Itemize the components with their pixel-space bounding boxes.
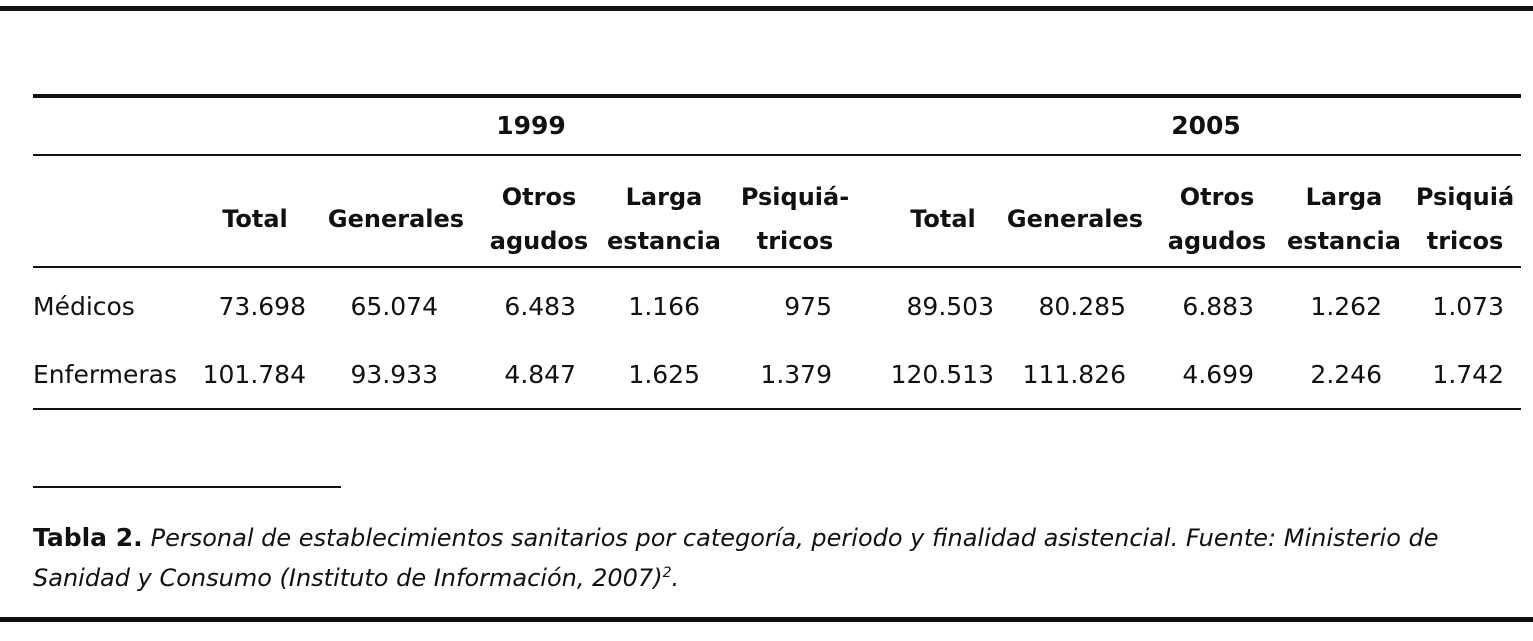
table-cell: 6.483 — [504, 292, 576, 321]
column-header-label: agudos — [489, 227, 589, 255]
column-header-label: Psiquiá — [1415, 183, 1515, 211]
table-cell: 111.826 — [1022, 360, 1126, 389]
row-label: Médicos — [33, 292, 135, 321]
table-cell: 1.742 — [1432, 360, 1504, 389]
table-cell: 1.073 — [1432, 292, 1504, 321]
column-header-label: tricos — [1426, 227, 1504, 255]
column-header-label: Otros — [1179, 183, 1255, 211]
table-cell: 101.784 — [202, 360, 306, 389]
column-header-label: Total — [222, 205, 288, 233]
column-header-larga-estancia-2005: Larga estancia — [1280, 175, 1408, 263]
column-header-label: Total — [910, 205, 976, 233]
top-border-rule — [0, 6, 1533, 11]
table-cell: 1.166 — [628, 292, 700, 321]
year-header-1999: 1999 — [496, 111, 566, 140]
table-caption: Tabla 2. Personal de establecimientos san… — [33, 518, 1493, 598]
year-header-2005: 2005 — [1171, 111, 1241, 140]
column-header-total-2005: Total — [893, 197, 993, 241]
table-cell: 1.379 — [760, 360, 832, 389]
table-cell: 93.933 — [350, 360, 438, 389]
column-header-label: tricos — [756, 227, 834, 255]
table-cell: 2.246 — [1310, 360, 1382, 389]
table-bottom-rule — [33, 408, 1521, 410]
table-cell: 4.847 — [504, 360, 576, 389]
column-header-generales-2005: Generales — [1000, 197, 1150, 241]
caption-label: Tabla 2. — [33, 523, 143, 552]
table-cell: 1.262 — [1310, 292, 1382, 321]
table-cell: 4.699 — [1182, 360, 1254, 389]
column-header-total-1999: Total — [205, 197, 305, 241]
column-header-label: Psiquiá- — [740, 183, 850, 211]
table-cell: 80.285 — [1038, 292, 1126, 321]
column-header-otros-agudos-1999: Otros agudos — [487, 175, 591, 263]
table-cell: 120.513 — [890, 360, 994, 389]
table-cell: 1.625 — [628, 360, 700, 389]
column-header-otros-agudos-2005: Otros agudos — [1165, 175, 1269, 263]
year-header-rule — [33, 154, 1521, 156]
table-top-rule — [33, 94, 1521, 98]
column-header-psiquiatricos-1999: Psiquiá-tricos — [733, 175, 857, 263]
column-header-rule — [33, 266, 1521, 268]
column-header-psiquiatricos-2005: Psiquiá tricos — [1410, 175, 1520, 263]
column-header-label: Generales — [1006, 205, 1144, 233]
table-cell: 6.883 — [1182, 292, 1254, 321]
caption-text: Personal de establecimientos sanitarios … — [33, 524, 1439, 592]
column-header-label: estancia — [1287, 227, 1401, 255]
table-cell: 89.503 — [906, 292, 994, 321]
caption-footnote-marker: 2 — [662, 565, 672, 581]
row-label: Enfermeras — [33, 360, 178, 389]
table-cell: 975 — [784, 292, 832, 321]
caption-end-punctuation: . — [671, 564, 680, 592]
column-header-label: Generales — [327, 205, 465, 233]
column-header-generales-1999: Generales — [318, 197, 474, 241]
column-header-label: agudos — [1167, 227, 1267, 255]
column-header-larga-estancia-1999: Larga estancia — [600, 175, 728, 263]
table-cell: 65.074 — [350, 292, 438, 321]
table-cell: 73.698 — [218, 292, 306, 321]
column-header-label: Otros — [501, 183, 577, 211]
column-header-label: estancia — [607, 227, 721, 255]
bottom-border-rule — [0, 617, 1533, 622]
column-header-label: Larga — [1305, 183, 1383, 211]
column-header-label: Larga — [625, 183, 703, 211]
footnote-rule — [33, 486, 341, 488]
